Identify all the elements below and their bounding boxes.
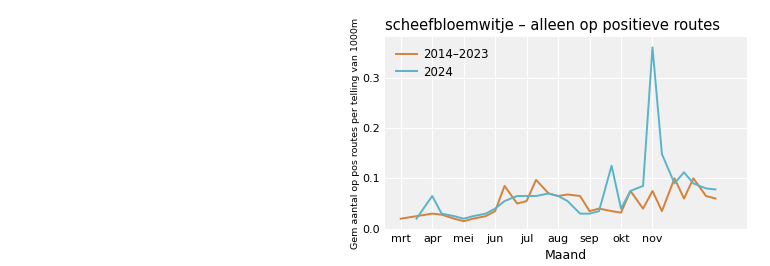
X-axis label: Maand: Maand [545, 249, 587, 262]
2014–2023 [689, 177, 698, 180]
2014–2023 [626, 189, 635, 193]
2024 [468, 215, 477, 218]
2014–2023 [396, 217, 405, 220]
2014–2023 [670, 177, 679, 180]
2024 [490, 207, 500, 210]
2014–2023 [617, 211, 626, 214]
2024 [607, 164, 616, 167]
2014–2023 [437, 213, 447, 216]
2024 [679, 171, 688, 174]
2014–2023 [459, 220, 468, 223]
2014–2023 [427, 212, 437, 215]
2014–2023 [638, 207, 648, 210]
2024 [648, 46, 657, 49]
2014–2023 [531, 178, 541, 181]
2014–2023 [585, 210, 594, 213]
2014–2023 [648, 189, 657, 193]
2014–2023 [481, 215, 490, 218]
2014–2023 [563, 193, 572, 196]
2014–2023 [701, 194, 711, 198]
2014–2023 [658, 210, 667, 213]
2024 [689, 182, 698, 185]
Line: 2014–2023: 2014–2023 [400, 178, 715, 221]
2014–2023 [500, 184, 509, 188]
2014–2023 [607, 210, 616, 213]
2024 [585, 212, 594, 215]
2024 [626, 189, 635, 193]
2024 [437, 212, 447, 215]
2014–2023 [490, 210, 500, 213]
2024 [575, 212, 584, 215]
2014–2023 [513, 202, 522, 205]
2014–2023 [544, 192, 554, 195]
Text: scheefbloemwitje – alleen op positieve routes: scheefbloemwitje – alleen op positieve r… [385, 18, 720, 33]
2014–2023 [522, 200, 531, 203]
2024 [427, 194, 437, 198]
2014–2023 [412, 215, 421, 218]
2024 [670, 182, 679, 185]
2024 [522, 194, 531, 198]
2024 [617, 207, 626, 210]
2024 [459, 217, 468, 220]
2024 [450, 215, 459, 218]
2024 [412, 217, 421, 220]
2014–2023 [554, 194, 563, 198]
2024 [513, 194, 522, 198]
2024 [563, 200, 572, 203]
2014–2023 [575, 194, 584, 198]
2024 [594, 210, 604, 213]
2014–2023 [711, 197, 720, 200]
2014–2023 [450, 217, 459, 220]
2024 [544, 192, 554, 195]
2024 [554, 194, 563, 198]
Y-axis label: Gem aantal op pos routes per telling van 1000m: Gem aantal op pos routes per telling van… [350, 18, 360, 248]
2024 [531, 194, 541, 198]
2014–2023 [468, 217, 477, 220]
Line: 2024: 2024 [417, 47, 715, 219]
2014–2023 [679, 197, 688, 200]
2024 [658, 153, 667, 156]
2024 [701, 187, 711, 190]
Legend: 2014–2023, 2024: 2014–2023, 2024 [391, 43, 493, 83]
2024 [500, 200, 509, 203]
2024 [638, 184, 648, 188]
2024 [481, 212, 490, 215]
2014–2023 [594, 207, 604, 210]
2024 [711, 188, 720, 191]
